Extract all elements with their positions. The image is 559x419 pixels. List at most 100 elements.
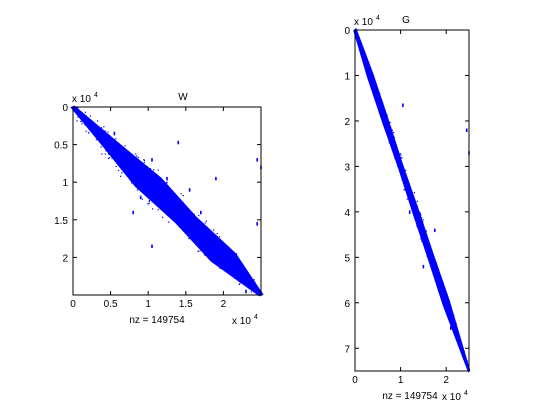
nonzero-point — [383, 109, 386, 111]
nonzero-point — [357, 37, 359, 39]
nonzero-point — [414, 216, 416, 218]
nonzero-point — [460, 342, 462, 344]
nonzero-point — [146, 166, 148, 168]
outlier-point — [230, 267, 232, 271]
nonzero-point — [416, 225, 418, 227]
nonzero-point — [386, 121, 388, 123]
nonzero-point — [419, 218, 421, 220]
nonzero-point — [398, 165, 400, 167]
nonzero-point — [164, 182, 166, 184]
nonzero-point — [213, 237, 215, 239]
nonzero-point — [88, 132, 90, 134]
nonzero-point — [385, 117, 387, 119]
nonzero-point — [461, 352, 463, 354]
nonzero-point — [141, 198, 143, 200]
nonzero-point — [426, 246, 428, 248]
nonzero-point — [232, 274, 234, 276]
nonzero-point — [449, 305, 451, 307]
nonzero-point — [360, 48, 362, 50]
nonzero-point — [435, 280, 437, 282]
nonzero-point — [364, 54, 367, 56]
nonzero-point — [370, 70, 372, 72]
nonzero-point — [214, 246, 216, 248]
nonzero-point — [459, 346, 461, 348]
nonzero-point — [242, 272, 244, 274]
nonzero-point — [249, 281, 252, 283]
y-exponent: 4 — [94, 92, 98, 99]
nonzero-point — [365, 68, 368, 70]
nonzero-point — [226, 246, 228, 248]
outlier-point — [450, 326, 452, 330]
nonzero-point — [442, 299, 444, 301]
nonzero-point — [140, 188, 142, 190]
nonzero-point — [145, 171, 147, 173]
nonzero-point — [371, 78, 373, 80]
nonzero-point — [424, 236, 426, 238]
nonzero-point — [148, 200, 151, 202]
nonzero-point — [255, 290, 257, 292]
nonzero-point — [180, 193, 182, 195]
nonzero-point — [236, 273, 238, 275]
nonzero-point — [360, 42, 362, 45]
nonzero-point — [257, 289, 259, 291]
x-tick-label: 0.5 — [104, 299, 118, 310]
nonzero-point — [223, 254, 225, 256]
nonzero-point — [248, 287, 250, 289]
nonzero-point — [440, 288, 443, 290]
nonzero-point — [406, 181, 409, 183]
nonzero-point — [393, 136, 396, 138]
nonzero-point — [81, 123, 83, 125]
nonzero-point — [107, 131, 109, 133]
nonzero-point — [368, 69, 370, 71]
nonzero-point — [114, 148, 116, 150]
nonzero-point — [381, 113, 383, 115]
nonzero-point — [100, 146, 102, 148]
nonzero-point — [216, 251, 218, 254]
nonzero-point — [440, 285, 442, 288]
nonzero-point — [145, 184, 147, 187]
nonzero-point — [104, 153, 106, 155]
nonzero-point — [452, 319, 454, 321]
nonzero-point — [378, 101, 380, 103]
nonzero-point — [390, 141, 392, 143]
nonzero-point — [110, 142, 112, 145]
nonzero-point — [234, 260, 236, 263]
y-tick-label: 1.5 — [54, 216, 68, 227]
nonzero-point — [253, 279, 255, 281]
nonzero-point — [233, 266, 235, 269]
y-tick-label: 3 — [344, 162, 350, 173]
nonzero-point — [92, 124, 94, 127]
nonzero-point — [234, 273, 236, 275]
nonzero-point — [396, 158, 398, 160]
nonzero-point — [244, 272, 246, 275]
nonzero-point — [218, 261, 220, 263]
nonzero-point — [421, 230, 423, 233]
nonzero-point — [435, 270, 437, 272]
nonzero-point — [147, 203, 149, 205]
nonzero-point — [438, 271, 440, 273]
nonzero-point — [190, 233, 192, 235]
nonzero-point — [152, 189, 154, 191]
nonzero-point — [194, 224, 197, 226]
nonzero-point — [253, 287, 255, 289]
nonzero-point — [183, 218, 185, 220]
nonzero-point — [424, 237, 426, 239]
nonzero-point — [460, 340, 462, 342]
nonzero-point — [451, 312, 453, 314]
nonzero-point — [102, 133, 104, 135]
nonzero-point — [120, 175, 122, 177]
nonzero-point — [449, 320, 451, 322]
nonzero-point — [118, 145, 120, 148]
nonzero-point — [228, 255, 230, 257]
nonzero-point — [422, 231, 424, 233]
nonzero-point — [236, 278, 238, 280]
outlier-point — [215, 176, 217, 181]
nonzero-point — [382, 114, 384, 116]
nonzero-point — [149, 168, 152, 170]
nonzero-point — [218, 253, 220, 255]
nonzero-point — [140, 163, 142, 165]
nonzero-point — [222, 253, 224, 255]
nonzero-point — [416, 205, 418, 207]
nonzero-point — [104, 130, 106, 132]
x-tick-label: 0 — [352, 375, 358, 386]
